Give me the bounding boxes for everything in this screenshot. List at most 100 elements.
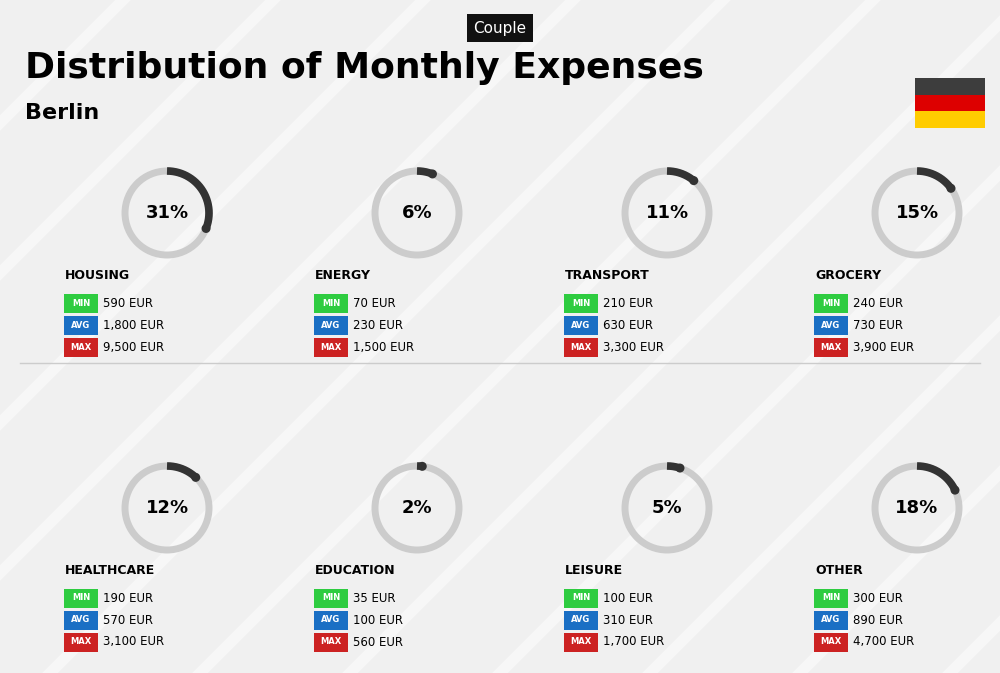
Text: 1,800 EUR: 1,800 EUR — [103, 318, 164, 332]
FancyBboxPatch shape — [64, 337, 98, 357]
Text: 5%: 5% — [652, 499, 682, 517]
Text: 100 EUR: 100 EUR — [353, 614, 403, 627]
Text: 3,100 EUR: 3,100 EUR — [103, 635, 164, 649]
FancyBboxPatch shape — [814, 610, 848, 629]
Text: 560 EUR: 560 EUR — [353, 635, 403, 649]
Text: 9,500 EUR: 9,500 EUR — [103, 341, 164, 353]
Text: 4,700 EUR: 4,700 EUR — [853, 635, 914, 649]
FancyBboxPatch shape — [314, 610, 348, 629]
Text: 6%: 6% — [402, 204, 432, 222]
FancyBboxPatch shape — [314, 633, 348, 651]
FancyBboxPatch shape — [915, 111, 985, 128]
Text: AVG: AVG — [571, 320, 591, 330]
Text: Couple: Couple — [473, 20, 527, 36]
Text: MAX: MAX — [820, 637, 842, 647]
Text: 210 EUR: 210 EUR — [603, 297, 653, 310]
Text: MAX: MAX — [570, 343, 592, 351]
FancyBboxPatch shape — [814, 293, 848, 312]
Text: MIN: MIN — [572, 299, 590, 308]
Text: AVG: AVG — [571, 616, 591, 625]
Text: AVG: AVG — [821, 320, 841, 330]
FancyBboxPatch shape — [915, 95, 985, 111]
Text: MAX: MAX — [70, 343, 92, 351]
Text: MAX: MAX — [320, 637, 342, 647]
Text: 11%: 11% — [645, 204, 689, 222]
FancyBboxPatch shape — [64, 316, 98, 334]
FancyBboxPatch shape — [814, 337, 848, 357]
FancyBboxPatch shape — [814, 633, 848, 651]
Text: 35 EUR: 35 EUR — [353, 592, 396, 604]
Text: 300 EUR: 300 EUR — [853, 592, 903, 604]
FancyBboxPatch shape — [814, 316, 848, 334]
FancyBboxPatch shape — [314, 293, 348, 312]
Text: Distribution of Monthly Expenses: Distribution of Monthly Expenses — [25, 51, 704, 85]
Text: AVG: AVG — [321, 320, 341, 330]
Text: 18%: 18% — [895, 499, 939, 517]
Text: MIN: MIN — [72, 299, 90, 308]
Text: MAX: MAX — [70, 637, 92, 647]
FancyBboxPatch shape — [314, 337, 348, 357]
Text: 2%: 2% — [402, 499, 432, 517]
Text: 730 EUR: 730 EUR — [853, 318, 903, 332]
FancyBboxPatch shape — [564, 293, 598, 312]
Text: 31%: 31% — [145, 204, 189, 222]
Text: 12%: 12% — [145, 499, 189, 517]
FancyBboxPatch shape — [564, 633, 598, 651]
Circle shape — [951, 486, 960, 495]
FancyBboxPatch shape — [314, 588, 348, 608]
Text: 630 EUR: 630 EUR — [603, 318, 653, 332]
Circle shape — [191, 473, 200, 482]
FancyBboxPatch shape — [564, 588, 598, 608]
Text: HOUSING: HOUSING — [65, 269, 130, 281]
Circle shape — [418, 462, 427, 471]
Text: AVG: AVG — [71, 320, 91, 330]
Text: 590 EUR: 590 EUR — [103, 297, 153, 310]
Circle shape — [428, 170, 437, 178]
Circle shape — [202, 224, 211, 233]
Text: 100 EUR: 100 EUR — [603, 592, 653, 604]
Text: 240 EUR: 240 EUR — [853, 297, 903, 310]
FancyBboxPatch shape — [64, 610, 98, 629]
Circle shape — [946, 184, 955, 192]
Text: MAX: MAX — [820, 343, 842, 351]
Text: MIN: MIN — [822, 299, 840, 308]
Text: 3,300 EUR: 3,300 EUR — [603, 341, 664, 353]
Text: 1,700 EUR: 1,700 EUR — [603, 635, 664, 649]
FancyBboxPatch shape — [564, 610, 598, 629]
Text: MIN: MIN — [822, 594, 840, 602]
Text: ENERGY: ENERGY — [315, 269, 371, 281]
Text: AVG: AVG — [821, 616, 841, 625]
Text: TRANSPORT: TRANSPORT — [565, 269, 650, 281]
Text: LEISURE: LEISURE — [565, 563, 623, 577]
Text: MIN: MIN — [572, 594, 590, 602]
Text: OTHER: OTHER — [815, 563, 863, 577]
Circle shape — [675, 464, 684, 472]
FancyBboxPatch shape — [314, 316, 348, 334]
Text: MIN: MIN — [322, 594, 340, 602]
Text: 70 EUR: 70 EUR — [353, 297, 396, 310]
Text: HEALTHCARE: HEALTHCARE — [65, 563, 155, 577]
Text: MIN: MIN — [72, 594, 90, 602]
Text: 1,500 EUR: 1,500 EUR — [353, 341, 414, 353]
FancyBboxPatch shape — [564, 337, 598, 357]
Text: 3,900 EUR: 3,900 EUR — [853, 341, 914, 353]
Text: Berlin: Berlin — [25, 103, 99, 123]
Text: 890 EUR: 890 EUR — [853, 614, 903, 627]
Text: MAX: MAX — [570, 637, 592, 647]
FancyBboxPatch shape — [814, 588, 848, 608]
FancyBboxPatch shape — [64, 588, 98, 608]
FancyBboxPatch shape — [64, 633, 98, 651]
FancyBboxPatch shape — [564, 316, 598, 334]
Text: EDUCATION: EDUCATION — [315, 563, 396, 577]
Text: 310 EUR: 310 EUR — [603, 614, 653, 627]
Circle shape — [689, 176, 698, 185]
Text: 230 EUR: 230 EUR — [353, 318, 403, 332]
FancyBboxPatch shape — [64, 293, 98, 312]
Text: 190 EUR: 190 EUR — [103, 592, 153, 604]
Text: 15%: 15% — [895, 204, 939, 222]
Text: 570 EUR: 570 EUR — [103, 614, 153, 627]
FancyBboxPatch shape — [915, 78, 985, 95]
Text: AVG: AVG — [321, 616, 341, 625]
Text: MAX: MAX — [320, 343, 342, 351]
Text: GROCERY: GROCERY — [815, 269, 881, 281]
